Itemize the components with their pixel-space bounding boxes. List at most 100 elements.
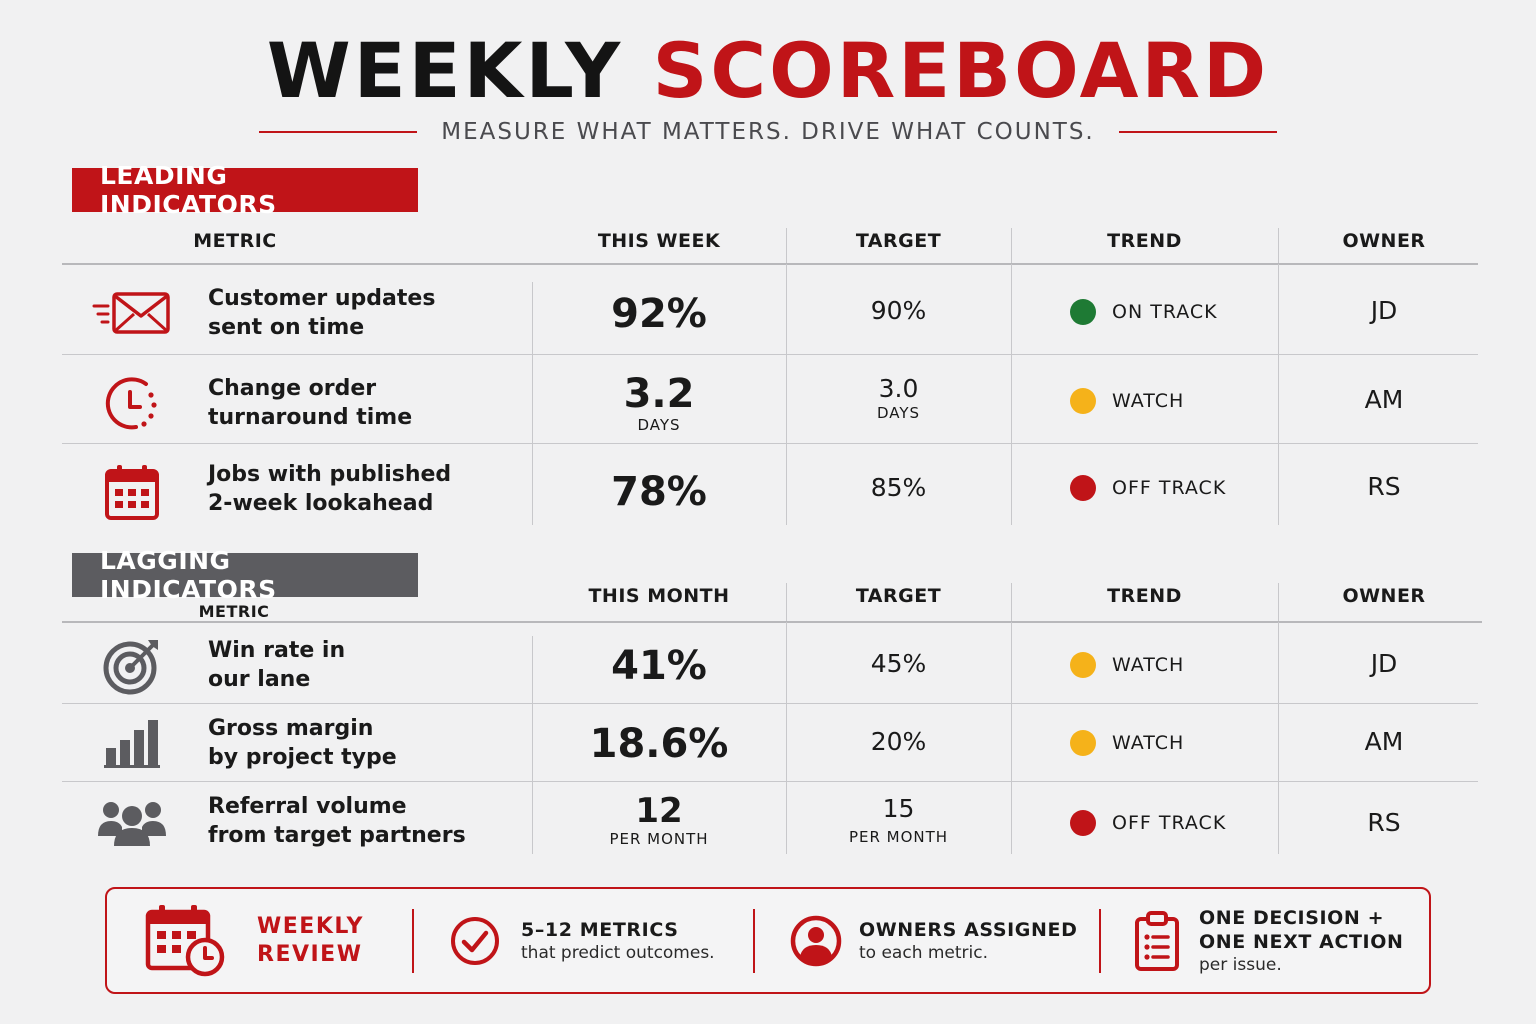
trend-status: OFF TRACK	[1070, 810, 1330, 836]
trend-status: WATCH	[1070, 730, 1330, 756]
metric-target: 20%	[870, 727, 927, 756]
row-divider	[62, 443, 1478, 444]
owner-initials: JD	[1370, 649, 1398, 678]
footer-weekly-review: WEEKLY REVIEW	[145, 889, 413, 992]
lagging-header-owner: OWNER	[1342, 585, 1426, 607]
header-divider	[786, 583, 787, 621]
footer-divider	[1099, 909, 1101, 973]
footer-divider	[412, 909, 414, 973]
metric-target: 3.0 DAYS	[876, 374, 921, 422]
lagging-indicators-tag: LAGGING INDICATORS	[72, 546, 418, 604]
metric-name: Jobs with published 2-week lookahead	[208, 462, 452, 516]
row-divider	[62, 703, 1478, 704]
owner-initials: JD	[1370, 296, 1398, 325]
subtitle: MEASURE WHAT MATTERS. DRIVE WHAT COUNTS.	[441, 119, 1095, 145]
metric-value: 92%	[611, 291, 707, 337]
people-group-icon	[92, 796, 172, 848]
footer-panel: WEEKLY REVIEW 5–12 METRICS that predict …	[105, 887, 1431, 994]
metric-value: 12 PER MONTH	[609, 791, 709, 848]
metric-name: Win rate in our lane	[208, 638, 346, 692]
column-divider	[786, 264, 787, 525]
table-row: Customer updates sent on time 92% 90% ON…	[62, 282, 1478, 344]
column-divider	[532, 636, 533, 854]
metric-value: 3.2 DAYS	[623, 371, 695, 434]
decision-title-line1: ONE DECISION +	[1199, 906, 1385, 929]
metric-name: Referral volume from target partners	[208, 794, 466, 848]
status-dot-on-track	[1070, 299, 1096, 325]
header-divider	[1278, 228, 1279, 264]
table-row: Change order turnaround time 3.2 DAYS 3.…	[62, 372, 1478, 436]
decision-sub: per issue.	[1199, 954, 1282, 975]
footer-item-metrics: 5–12 METRICS that predict outcomes.	[449, 889, 754, 992]
owner-initials: AM	[1364, 727, 1404, 756]
clipboard-list-icon	[1133, 910, 1181, 971]
column-divider	[532, 282, 533, 525]
metric-value: 41%	[611, 643, 707, 689]
status-dot-off-track	[1070, 475, 1096, 501]
user-circle-icon	[789, 914, 843, 968]
header-divider	[786, 228, 787, 264]
owners-title: OWNERS ASSIGNED	[859, 918, 1078, 941]
check-circle-icon	[449, 915, 501, 967]
lagging-header-target: TARGET	[855, 585, 942, 607]
owners-sub: to each metric.	[859, 942, 989, 963]
leading-header-this-week: THIS WEEK	[597, 230, 721, 252]
table-row: Jobs with published 2-week lookahead 78%…	[62, 460, 1478, 524]
lagging-header-trend: TREND	[1107, 585, 1182, 607]
table-row: Win rate in our lane 41% 45% WATCH JD	[62, 636, 1478, 696]
leading-indicators-tag: LEADING INDICATORS	[72, 161, 418, 219]
column-divider	[786, 622, 787, 854]
title-word-scoreboard: SCOREBOARD	[652, 26, 1270, 115]
title-word-weekly: WEEKLY	[266, 26, 624, 115]
bar-chart-icon	[92, 714, 172, 770]
column-divider	[1011, 264, 1012, 525]
trend-status: WATCH	[1070, 652, 1330, 678]
row-divider	[62, 354, 1478, 355]
table-row: Referral volume from target partners 12 …	[62, 792, 1478, 854]
metric-target: 90%	[870, 296, 927, 325]
leading-header-rule	[62, 263, 1478, 265]
metrics-count-title: 5–12 METRICS	[521, 918, 679, 941]
lagging-header-rule	[62, 621, 1482, 623]
row-divider	[62, 781, 1478, 782]
leading-header-owner: OWNER	[1342, 230, 1426, 252]
subtitle-row: MEASURE WHAT MATTERS. DRIVE WHAT COUNTS.	[0, 116, 1536, 148]
envelope-fast-icon	[92, 288, 172, 338]
lagging-header-this-month: THIS MONTH	[588, 585, 730, 607]
header-divider	[1011, 228, 1012, 264]
weekly-review-label: WEEKLY REVIEW	[257, 913, 364, 967]
metric-target: 15 PER MONTH	[848, 794, 949, 846]
footer-divider	[753, 909, 755, 973]
subtitle-rule-right	[1118, 131, 1277, 133]
status-dot-watch	[1070, 730, 1096, 756]
header-divider	[1278, 583, 1279, 621]
calendar-clock-icon	[145, 904, 227, 978]
metric-name: Change order turnaround time	[208, 376, 413, 430]
column-divider	[1011, 622, 1012, 854]
trend-status: ON TRACK	[1070, 299, 1330, 325]
leading-header-trend: TREND	[1107, 230, 1182, 252]
trend-status: WATCH	[1070, 388, 1330, 414]
metrics-count-sub: that predict outcomes.	[521, 942, 715, 963]
subtitle-rule-left	[259, 131, 418, 133]
footer-item-decision: ONE DECISION + ONE NEXT ACTION per issue…	[1133, 889, 1423, 992]
lagging-header-metric: METRIC	[198, 602, 270, 621]
status-dot-watch	[1070, 652, 1096, 678]
metric-name: Customer updates sent on time	[208, 286, 436, 340]
metric-value: 78%	[611, 469, 707, 515]
leading-header-metric: METRIC	[193, 230, 277, 252]
leading-header-target: TARGET	[855, 230, 942, 252]
owner-initials: AM	[1364, 385, 1404, 414]
target-icon	[92, 636, 172, 696]
table-row: Gross margin by project type 18.6% 20% W…	[62, 714, 1478, 774]
status-dot-watch	[1070, 388, 1096, 414]
metric-target: 45%	[870, 649, 927, 678]
trend-status: OFF TRACK	[1070, 475, 1330, 501]
status-dot-off-track	[1070, 810, 1096, 836]
footer-item-owners: OWNERS ASSIGNED to each metric.	[789, 889, 1099, 992]
calendar-icon	[92, 462, 172, 522]
page-title: WEEKLY SCOREBOARD	[0, 26, 1536, 116]
metric-value: 18.6%	[589, 721, 729, 767]
owner-initials: RS	[1367, 472, 1401, 501]
clock-icon	[92, 374, 172, 434]
